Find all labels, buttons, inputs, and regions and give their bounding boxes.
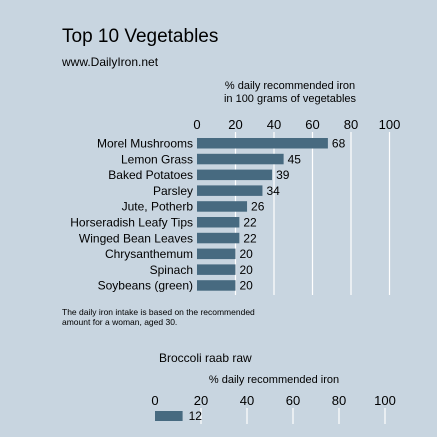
bar bbox=[197, 153, 284, 165]
secondary-x-axis-label: % daily recommended iron bbox=[209, 374, 339, 386]
secondary-bars bbox=[155, 411, 183, 421]
value-label: 45 bbox=[288, 152, 302, 166]
x-tick-label: 20 bbox=[194, 393, 208, 408]
chart-subtitle: www.DailyIron.net bbox=[61, 55, 159, 69]
x-tick-label: 40 bbox=[240, 393, 254, 408]
x-tick-label: 100 bbox=[379, 117, 401, 132]
category-label: Winged Bean Leaves bbox=[79, 231, 193, 245]
bar bbox=[197, 201, 248, 212]
value-label: 26 bbox=[251, 200, 265, 214]
main-x-ticks: 0 20 40 60 80 100 bbox=[193, 117, 400, 132]
category-label: Jute, Potherb bbox=[122, 200, 194, 214]
value-label: 20 bbox=[240, 263, 254, 277]
bar bbox=[197, 232, 240, 244]
bar bbox=[197, 248, 236, 260]
bar bbox=[155, 411, 183, 421]
main-bars bbox=[197, 138, 328, 291]
secondary-value-labels: 12 bbox=[189, 409, 203, 423]
x-tick-label: 0 bbox=[193, 117, 200, 132]
x-tick-label: 100 bbox=[374, 393, 396, 408]
secondary-x-ticks: 0 20 40 60 80 100 bbox=[151, 393, 395, 408]
secondary-gridlines bbox=[200, 408, 386, 424]
chart-title: Top 10 Vegetables bbox=[62, 26, 218, 47]
x-tick-label: 60 bbox=[286, 393, 300, 408]
bar bbox=[197, 185, 263, 196]
category-label: Baked Potatoes bbox=[108, 168, 193, 182]
value-label: 68 bbox=[332, 137, 346, 151]
x-tick-label: 80 bbox=[332, 393, 346, 408]
value-label: 22 bbox=[243, 231, 257, 245]
x-tick-label: 40 bbox=[267, 117, 281, 132]
x-tick-label: 20 bbox=[228, 117, 242, 132]
category-label: Morel Mushrooms bbox=[97, 137, 193, 151]
value-label: 39 bbox=[276, 168, 290, 182]
value-label: 20 bbox=[240, 247, 254, 261]
category-label: Parsley bbox=[153, 184, 193, 198]
value-label: 34 bbox=[266, 184, 280, 198]
bar bbox=[197, 138, 328, 149]
x-axis-label-line-1: % daily recommended iron bbox=[225, 80, 355, 92]
footnote-line-2: amount for a woman, aged 30. bbox=[62, 317, 177, 327]
x-tick-label: 80 bbox=[344, 117, 358, 132]
bar bbox=[197, 169, 273, 181]
category-label: Soybeans (green) bbox=[98, 279, 193, 293]
category-label: Horseradish Leafy Tips bbox=[70, 216, 193, 230]
value-label: 12 bbox=[189, 409, 203, 423]
category-label: Spinach bbox=[150, 263, 193, 277]
bar bbox=[197, 280, 236, 291]
value-label: 22 bbox=[243, 216, 257, 230]
x-axis-label-line-2: in 100 grams of vegetables bbox=[224, 93, 357, 105]
x-tick-label: 0 bbox=[151, 393, 158, 408]
footnote-line-1: The daily iron intake is based on the re… bbox=[62, 307, 255, 317]
secondary-chart-title: Broccoli raab raw bbox=[159, 351, 252, 365]
bar bbox=[197, 217, 240, 228]
x-tick-label: 60 bbox=[305, 117, 319, 132]
category-label: Chrysanthemum bbox=[105, 247, 193, 261]
value-label: 20 bbox=[240, 279, 254, 293]
category-label: Lemon Grass bbox=[121, 152, 193, 166]
bar bbox=[197, 264, 236, 275]
